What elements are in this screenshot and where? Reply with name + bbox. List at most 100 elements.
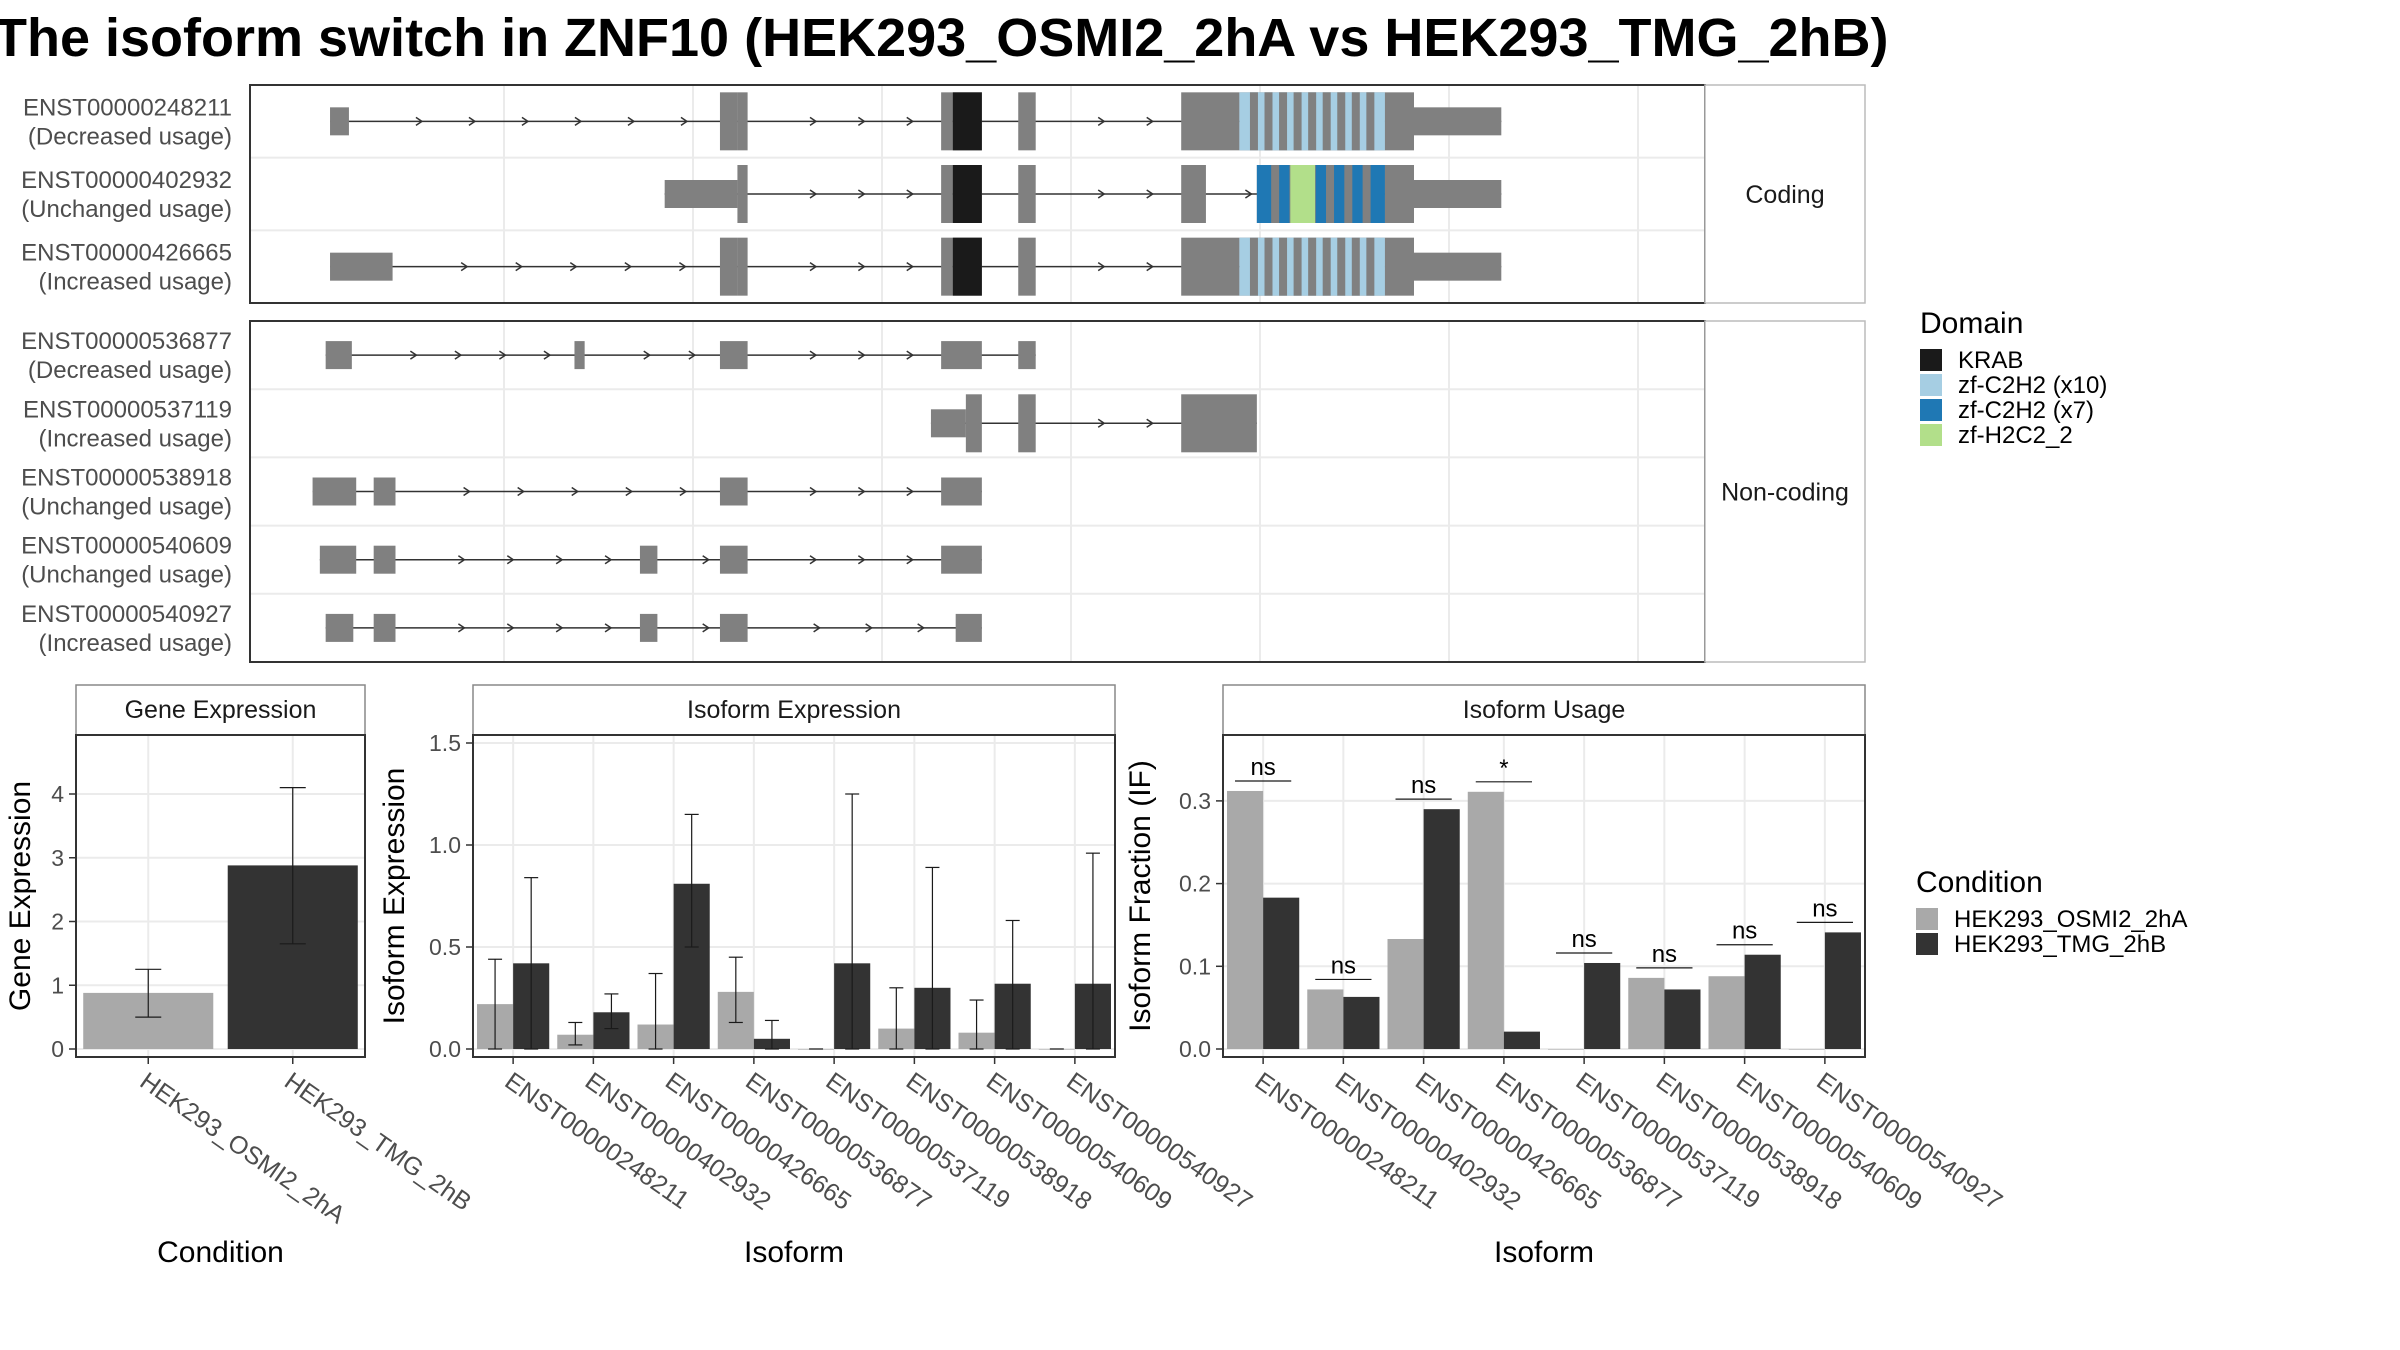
transcript-id-label: ENST00000402932 xyxy=(21,167,232,194)
isoform-expression-x-axis-title: Isoform xyxy=(744,1236,844,1269)
strand-arrow xyxy=(604,623,613,633)
exon-block xyxy=(1414,180,1502,208)
domain-legend-label: zf-C2H2 (x7) xyxy=(1958,397,2094,424)
exon-block xyxy=(1018,341,1036,370)
condition-legend-label: HEK293_OSMI2_2hA xyxy=(1954,906,2187,933)
strand-arrow xyxy=(906,262,915,272)
strand-arrow xyxy=(460,262,469,272)
domain-separator xyxy=(1366,237,1375,296)
strand-arrow xyxy=(506,623,515,633)
strand-arrow xyxy=(809,262,818,272)
y-tick-label: 0.0 xyxy=(429,1036,461,1062)
strand-arrow xyxy=(627,116,636,126)
domain-KRAB xyxy=(952,165,982,223)
domain-separator xyxy=(1337,92,1346,151)
domain-separator xyxy=(1351,237,1360,296)
exon-block xyxy=(737,92,748,151)
strand-arrow xyxy=(543,350,552,360)
y-tick-label: 0.5 xyxy=(429,934,461,960)
domain-KRAB xyxy=(952,92,982,151)
condition-legend-label: HEK293_TMG_2hB xyxy=(1954,931,2166,958)
y-tick-label: 4 xyxy=(51,781,64,807)
exon-block xyxy=(719,237,738,296)
exon-block xyxy=(737,165,748,223)
strand-arrow xyxy=(906,486,915,497)
isoform-usage-y-axis-title: Isoform Fraction (IF) xyxy=(1124,760,1157,1032)
bar-osmi2-ENST00000426665 xyxy=(1387,939,1424,1049)
exon-block xyxy=(1018,92,1036,151)
exon-block xyxy=(373,613,396,642)
exon-block xyxy=(312,477,357,506)
significance-label: ns xyxy=(1411,772,1436,799)
domain-legend-swatch xyxy=(1920,424,1942,446)
bar-tmg-ENST00000536877 xyxy=(1503,1031,1540,1049)
strand-arrow xyxy=(809,555,818,565)
transcript-usage-label: (Unchanged usage) xyxy=(21,562,232,589)
strand-arrow xyxy=(813,623,821,633)
exon-block xyxy=(719,92,738,151)
transcript-id-label: ENST00000540927 xyxy=(21,601,232,628)
exon-block xyxy=(719,341,748,370)
transcript-usage-label: (Decreased usage) xyxy=(28,357,232,384)
domain-separator xyxy=(1344,165,1353,223)
strand-arrow xyxy=(643,350,652,360)
exon-block xyxy=(1018,165,1036,223)
exon-block xyxy=(965,394,982,453)
bar-osmi2-ENST00000402932 xyxy=(1307,989,1344,1049)
domain-separator xyxy=(1362,165,1371,223)
strand-arrow xyxy=(809,486,818,497)
y-tick-label: 0.3 xyxy=(1179,788,1211,814)
transcript-usage-label: (Unchanged usage) xyxy=(21,494,232,521)
bar-osmi2-ENST00000248211 xyxy=(1227,790,1264,1049)
strand-arrow xyxy=(857,555,866,565)
domain-legend-label: KRAB xyxy=(1958,347,2023,374)
domain-legend-swatch xyxy=(1920,399,1942,421)
exon-block xyxy=(1414,107,1502,136)
exon-block xyxy=(1181,92,1240,151)
significance-label: ns xyxy=(1732,918,1757,945)
exon-block xyxy=(1181,394,1257,453)
exon-block xyxy=(325,613,354,642)
domain-separator xyxy=(1249,92,1258,151)
gene-expression-strip-title: Gene Expression xyxy=(125,696,317,724)
y-tick-label: 3 xyxy=(51,845,64,871)
domain-legend-swatch xyxy=(1920,349,1942,371)
condition-legend-title: Condition xyxy=(1916,866,2043,899)
exon-block xyxy=(330,107,349,136)
isoform-usage-chart: Isoform Usage0.00.10.20.3nsENST000002482… xyxy=(1124,684,2007,1269)
strand-arrow xyxy=(604,555,613,565)
y-tick-label: 0.1 xyxy=(1179,953,1211,979)
isoform-usage-strip-title: Isoform Usage xyxy=(1463,696,1626,724)
domain-separator xyxy=(1351,92,1360,151)
condition-legend-swatch xyxy=(1916,933,1938,955)
domain-separator xyxy=(1271,165,1280,223)
domain-separator xyxy=(1326,165,1335,223)
transcript-id-label: ENST00000426665 xyxy=(21,240,232,267)
exon-block xyxy=(941,165,953,223)
exon-block xyxy=(930,409,966,438)
strand-arrow xyxy=(555,555,564,565)
strand-arrow xyxy=(1146,189,1155,199)
isoform-expression-strip-title: Isoform Expression xyxy=(687,696,901,724)
domain-separator xyxy=(1308,237,1317,296)
strand-arrow xyxy=(917,623,926,633)
strand-arrow xyxy=(857,262,866,272)
exon-block xyxy=(941,477,982,506)
bar-osmi2-ENST00000537119 xyxy=(1548,1049,1585,1050)
strand-arrow xyxy=(1244,189,1253,199)
coding-strip xyxy=(1704,84,1866,304)
bar-osmi2-ENST00000540609 xyxy=(1708,976,1745,1049)
domain-KRAB xyxy=(952,237,982,296)
strand-arrow xyxy=(679,486,688,497)
y-tick-label: 1 xyxy=(51,972,64,998)
y-tick-label: 1.5 xyxy=(429,730,461,756)
strand-arrow xyxy=(702,623,711,633)
strand-arrow xyxy=(1097,189,1106,199)
exon-block xyxy=(737,237,748,296)
strand-arrow xyxy=(865,623,873,633)
exon-block xyxy=(639,613,658,642)
strand-arrow xyxy=(1097,418,1106,428)
domain-legend-swatch xyxy=(1920,374,1942,396)
